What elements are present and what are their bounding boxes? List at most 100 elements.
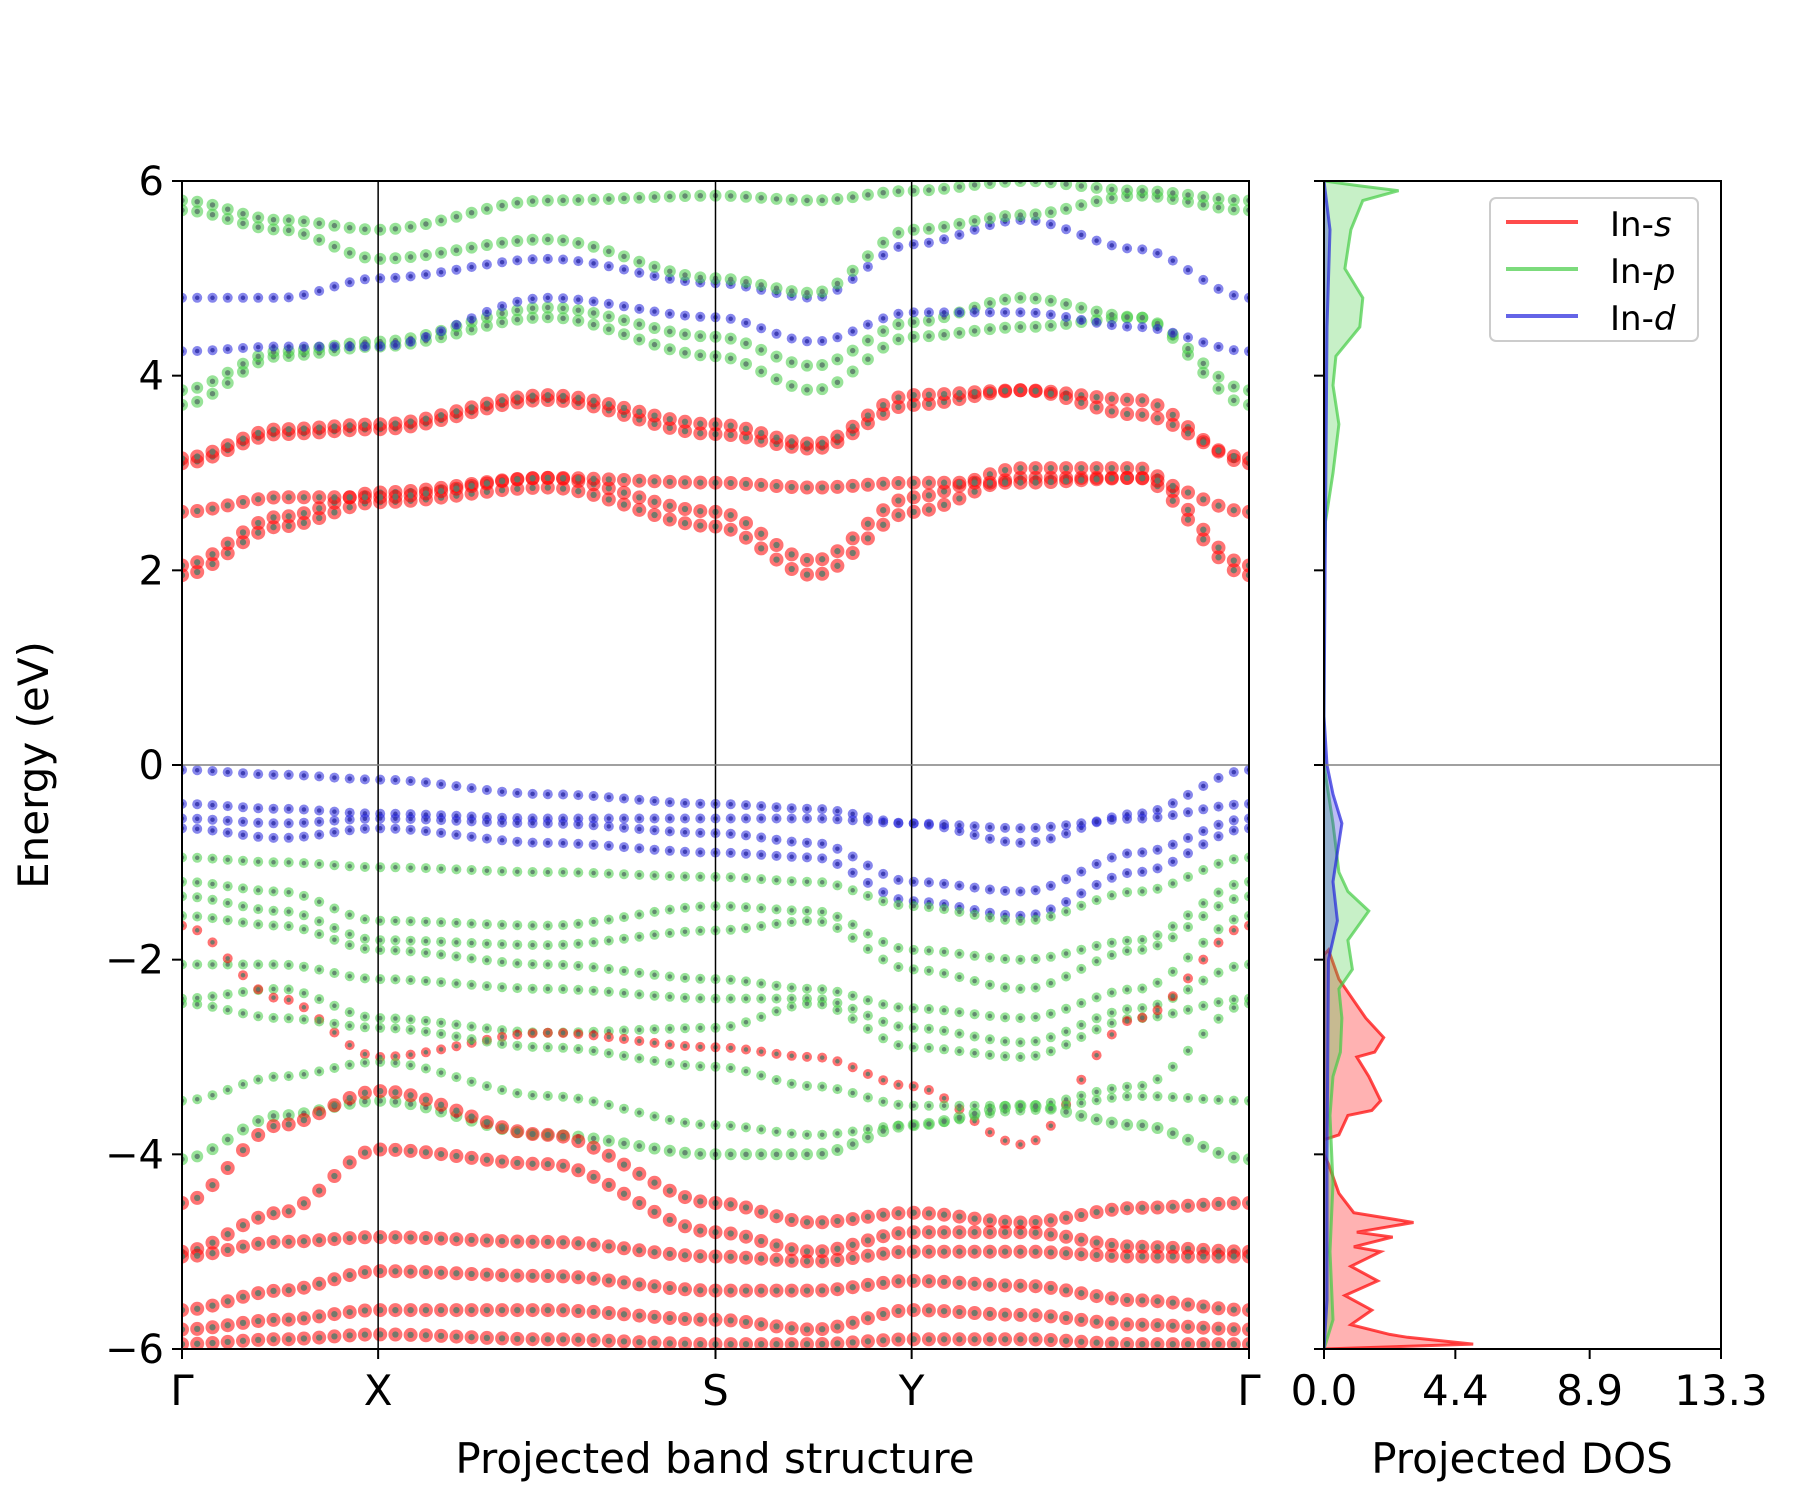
band-28-marker-core bbox=[453, 1270, 460, 1277]
band-17-marker-core bbox=[1002, 985, 1008, 990]
band-0-marker-core bbox=[270, 524, 277, 531]
band-7-marker-core bbox=[682, 313, 688, 318]
band-4-marker-core bbox=[834, 433, 841, 440]
band-6-marker-core bbox=[1032, 295, 1039, 302]
band-13-marker-core bbox=[484, 819, 490, 825]
band-30-marker-core bbox=[956, 1336, 963, 1343]
band-30-marker-core bbox=[758, 1340, 765, 1348]
band-24-marker-core bbox=[1154, 1125, 1161, 1131]
band-17-marker-core bbox=[194, 895, 200, 900]
dos-tick-label: 0.0 bbox=[1291, 1366, 1358, 1415]
band-14-marker-core bbox=[652, 847, 657, 852]
energy-tick-label: −6 bbox=[105, 1327, 164, 1373]
band-14-marker-core bbox=[1201, 842, 1206, 847]
band-10-marker-core bbox=[499, 202, 505, 209]
band-18-marker-core bbox=[682, 975, 688, 981]
band-30-marker-core bbox=[742, 1340, 750, 1348]
band-4-marker-core bbox=[1139, 411, 1146, 418]
band-26-marker-core bbox=[636, 1199, 643, 1207]
band-25-marker-core bbox=[1139, 1204, 1146, 1211]
band-2-marker-core bbox=[666, 478, 673, 486]
band-13-marker-core bbox=[1170, 842, 1176, 847]
band-5-marker-core bbox=[987, 326, 993, 332]
band-27-marker-core bbox=[239, 1243, 247, 1250]
band-18-marker-core bbox=[545, 962, 551, 967]
band-30-marker-core bbox=[1001, 1336, 1009, 1343]
band-30-marker-core bbox=[1123, 1340, 1131, 1348]
band-14-marker-core bbox=[774, 853, 779, 859]
band-30-marker-core bbox=[925, 1336, 933, 1343]
band-5-marker-core bbox=[209, 391, 216, 397]
band-27-marker-core bbox=[1062, 1250, 1070, 1257]
band-16-marker-core bbox=[484, 921, 490, 927]
band-27-marker-core bbox=[224, 1246, 231, 1254]
band-7-marker-core bbox=[896, 311, 901, 317]
band-17-marker-core bbox=[1185, 924, 1191, 930]
band-13-marker-core bbox=[1079, 869, 1084, 874]
band-29-marker-core bbox=[300, 1315, 308, 1322]
band-2-marker-core bbox=[1047, 478, 1054, 486]
band-16-marker-core bbox=[286, 889, 291, 895]
legend-orbital-in-p: p bbox=[1653, 252, 1676, 292]
band-17-marker-core bbox=[240, 904, 246, 909]
band-23-marker-core bbox=[347, 1062, 352, 1068]
band-27-marker-core bbox=[1169, 1253, 1176, 1260]
band-1-marker-core bbox=[666, 502, 673, 509]
band-25-marker-core bbox=[1047, 1217, 1054, 1224]
band-10-marker-core bbox=[743, 194, 749, 200]
band-29-marker-core bbox=[1047, 1313, 1054, 1320]
band-2-marker-core bbox=[1200, 496, 1207, 503]
band-21-marker-core bbox=[1079, 1077, 1084, 1082]
band-3-marker-core bbox=[925, 400, 933, 408]
band-6-marker-core bbox=[667, 328, 673, 335]
band-22-marker-core bbox=[255, 1013, 261, 1019]
band-12-marker-core bbox=[941, 822, 947, 827]
band-27-marker-core bbox=[880, 1250, 887, 1257]
band-11-marker-core bbox=[972, 832, 977, 838]
band-8-marker-core bbox=[972, 227, 977, 232]
band-14-marker-core bbox=[1231, 828, 1237, 833]
band-16-marker-core bbox=[301, 893, 307, 899]
band-7-marker-core bbox=[880, 316, 886, 321]
band-27-marker-core bbox=[300, 1238, 308, 1245]
band-11-marker-core bbox=[377, 777, 383, 782]
band-14-marker-core bbox=[438, 830, 444, 836]
band-22-marker-core bbox=[225, 1007, 230, 1013]
band-19-marker-core bbox=[1231, 964, 1237, 970]
band-20-marker-core bbox=[1033, 1053, 1038, 1058]
band-11-marker-core bbox=[774, 804, 779, 810]
band-26-marker-core bbox=[620, 1190, 628, 1197]
band-21-marker-core bbox=[1185, 976, 1191, 981]
band-15-marker-core bbox=[698, 874, 703, 880]
band-25-marker-core bbox=[864, 1213, 872, 1220]
band-27-marker-core bbox=[590, 1241, 597, 1248]
band-17-marker bbox=[182, 891, 187, 902]
band-30-marker-core bbox=[834, 1340, 841, 1347]
band-10-marker-core bbox=[819, 197, 825, 203]
band-18-marker-core bbox=[606, 966, 612, 972]
band-6-marker-core bbox=[1017, 295, 1024, 301]
band-13-marker-core bbox=[271, 821, 276, 826]
band-20-marker-core bbox=[454, 1022, 459, 1027]
band-19-marker-core bbox=[1140, 1005, 1145, 1011]
band-8-marker-core bbox=[469, 264, 474, 270]
band-11-marker-core bbox=[560, 792, 566, 797]
band-13-marker-core bbox=[347, 817, 352, 822]
band-19-marker-core bbox=[1109, 1010, 1115, 1015]
band-7-marker-core bbox=[698, 314, 703, 320]
band-20-marker-core bbox=[1002, 1054, 1008, 1059]
band-12-marker-core bbox=[728, 816, 733, 821]
band-29-marker-core bbox=[209, 1324, 216, 1331]
band-22-marker-core bbox=[804, 1083, 810, 1089]
band-22-marker-core bbox=[515, 1043, 520, 1048]
band-9-marker-core bbox=[834, 280, 841, 287]
band-30-marker-core bbox=[636, 1338, 643, 1346]
band-22-marker-core bbox=[1185, 1048, 1191, 1053]
band-26-marker-core bbox=[666, 1216, 673, 1224]
band-11-marker bbox=[182, 764, 187, 775]
band-7-marker-core bbox=[347, 344, 352, 349]
band-29-marker-core bbox=[453, 1306, 460, 1314]
band-5-marker-core bbox=[484, 323, 490, 329]
band-23-marker-core bbox=[438, 1070, 444, 1075]
band-20-marker-core bbox=[972, 1050, 977, 1056]
